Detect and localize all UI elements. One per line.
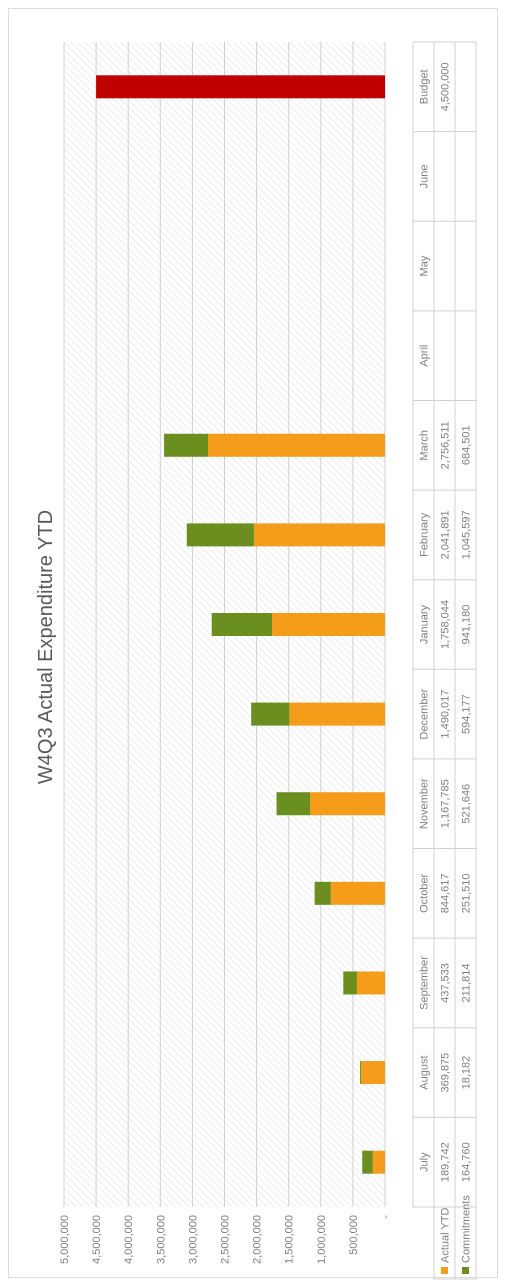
bar-commitments xyxy=(276,792,311,816)
bar-commitments xyxy=(343,971,357,995)
tick-label: 1,000,000 xyxy=(316,1215,328,1264)
table-value: 251,510 xyxy=(461,873,473,913)
bar-commitments xyxy=(360,1061,362,1085)
tick-label: 3,500,000 xyxy=(155,1215,167,1264)
table-category-label: December xyxy=(419,688,431,739)
tick-label: 2,500,000 xyxy=(220,1215,232,1264)
table-value: 4,500,000 xyxy=(440,62,452,111)
tick-label: 2,000,000 xyxy=(252,1215,264,1264)
legend-key xyxy=(462,1267,469,1274)
table-category-label: September xyxy=(419,956,431,1010)
table-category-label: April xyxy=(419,345,431,367)
table-value: 594,177 xyxy=(461,694,473,734)
table-value: 1,045,597 xyxy=(461,510,473,559)
table-value: 2,041,891 xyxy=(440,510,452,559)
bar-actual-ytd xyxy=(330,881,385,905)
bar-commitments xyxy=(251,702,290,726)
table-category-label: February xyxy=(419,512,431,557)
bar-actual-ytd xyxy=(361,1061,386,1085)
table-value: 369,875 xyxy=(440,1053,452,1093)
table-value: 211,814 xyxy=(461,963,473,1002)
data-table: July August September October November Decemb… xyxy=(412,41,477,1280)
table-value: 18,182 xyxy=(461,1056,473,1090)
bar-commitments xyxy=(362,1150,373,1174)
chart-title: W4Q3 Actual Expenditure YTD xyxy=(35,510,57,784)
bar-commitments xyxy=(164,433,209,457)
tick-label: 1,500,000 xyxy=(284,1215,296,1264)
stacked-bar-chart: W4Q3 Actual Expenditure YTD - 500,000 1,00… xyxy=(35,41,477,1280)
bar-actual-ytd xyxy=(372,1150,386,1174)
table-category-label: November xyxy=(419,778,431,829)
bar-actual-ytd xyxy=(253,523,385,547)
table-category-label: June xyxy=(419,164,431,188)
table-value: 521,646 xyxy=(461,784,473,824)
legend-entry: Commitments xyxy=(461,1195,473,1263)
bar-actual-ytd xyxy=(310,792,385,816)
value-axis: - 500,000 1,000,000 1,500,000 2,000,000 2,500… xyxy=(59,1215,392,1264)
tick-label: 500,000 xyxy=(348,1215,360,1255)
tick-label: 4,500,000 xyxy=(91,1215,103,1264)
bar-budget xyxy=(96,75,385,99)
table-category-label: March xyxy=(419,430,431,461)
chart-rotated-container: W4Q3 Actual Expenditure YTD - 500,000 1,00… xyxy=(0,17,508,1287)
tick-label: 3,000,000 xyxy=(187,1215,199,1264)
tick-label: 5,000,000 xyxy=(59,1215,71,1264)
bar-actual-ytd xyxy=(208,433,385,457)
table-value: 1,758,044 xyxy=(440,600,452,649)
table-value: 189,742 xyxy=(440,1142,452,1182)
table-value: 941,180 xyxy=(461,605,473,645)
table-category-label: Budget xyxy=(419,69,431,104)
table-value: 2,756,511 xyxy=(440,421,452,469)
table-category-label: August xyxy=(419,1055,431,1089)
table-category-label: January xyxy=(419,604,431,644)
table-category-label: October xyxy=(419,873,431,912)
table-value: 1,490,017 xyxy=(440,690,452,739)
table-value: 844,617 xyxy=(440,873,452,913)
bar-commitments xyxy=(314,881,331,905)
bar-commitments xyxy=(211,613,273,636)
plot-area xyxy=(63,42,386,1207)
table-value: 684,501 xyxy=(461,425,473,465)
tick-label: - xyxy=(380,1215,392,1219)
table-value: 437,533 xyxy=(440,963,452,1003)
legend-key xyxy=(441,1267,448,1274)
bar-actual-ytd xyxy=(356,971,385,995)
table-category-label: May xyxy=(419,255,431,276)
legend-entry: Actual YTD xyxy=(440,1208,452,1263)
table-value: 164,760 xyxy=(461,1142,473,1182)
tick-label: 4,000,000 xyxy=(123,1215,135,1264)
bar-actual-ytd xyxy=(289,702,385,726)
bar-actual-ytd xyxy=(272,613,385,636)
bar-commitments xyxy=(186,523,254,547)
table-value: 1,167,785 xyxy=(440,779,452,828)
table-category-label: July xyxy=(419,1152,431,1172)
